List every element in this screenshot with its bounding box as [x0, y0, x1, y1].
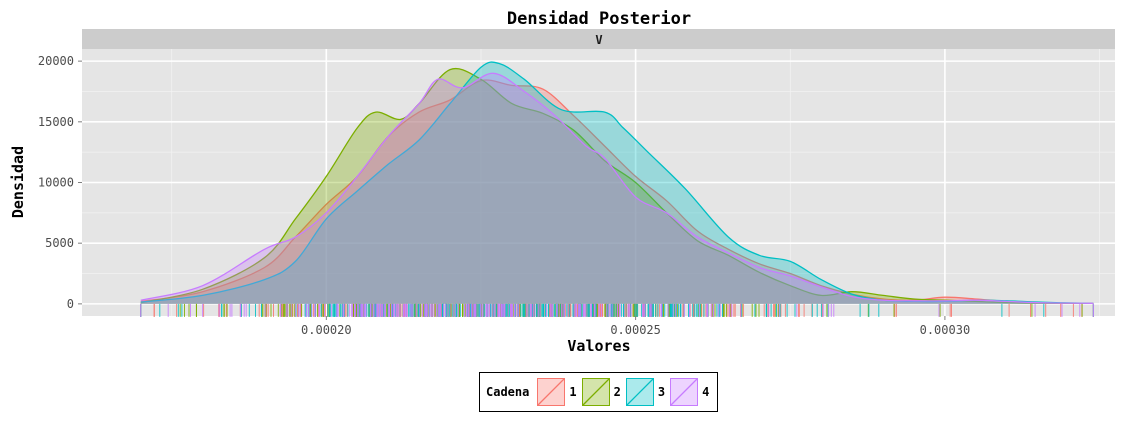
x-axis-title: Valores — [567, 337, 630, 355]
x-axis: 0.00020 0.00025 0.00030 — [301, 316, 970, 337]
density-area-4 — [140, 73, 1094, 304]
y-axis-title: Densidad — [9, 146, 27, 218]
legend-key-1 — [537, 378, 566, 406]
legend-key-4 — [670, 378, 699, 406]
facet-strip — [82, 29, 1115, 49]
legend-item-2: 2 — [581, 378, 623, 406]
legend-label-3: 3 — [657, 385, 666, 399]
legend-item-1: 1 — [537, 378, 578, 406]
legend-label-1: 1 — [569, 385, 577, 399]
density-line-1 — [140, 79, 1094, 305]
density-line-2 — [140, 67, 1094, 305]
legend-label-2: 2 — [613, 385, 621, 399]
x-tick-label: 0.00020 — [301, 323, 352, 337]
legend-item-4: 4 — [670, 378, 711, 406]
density-line-4 — [140, 72, 1094, 304]
density-area-1 — [140, 79, 1094, 304]
legend-items: 1 2 3 4 — [537, 378, 714, 406]
legend-key-3 — [625, 378, 654, 406]
y-tick-label: 0 — [67, 297, 74, 311]
legend: Cadena 1 2 3 4 — [479, 372, 718, 412]
y-tick-label: 20000 — [38, 54, 74, 68]
x-tick-label: 0.00025 — [610, 323, 661, 337]
x-tick-label: 0.00030 — [920, 323, 971, 337]
legend-title: Cadena — [486, 385, 530, 399]
y-tick-label: 5000 — [45, 236, 74, 250]
density-area-3 — [140, 62, 1094, 304]
density-areas — [140, 61, 1094, 305]
chart-title: Densidad Posterior — [507, 9, 691, 29]
legend-label-4: 4 — [702, 385, 710, 399]
grid-lines — [82, 49, 1115, 316]
facet-strip-label: V — [595, 33, 602, 47]
legend-key-2 — [581, 378, 610, 406]
y-axis: 0 5000 10000 15000 20000 — [38, 54, 82, 311]
rug-marks — [140, 303, 1094, 317]
y-tick-label: 15000 — [38, 115, 74, 129]
y-tick-label: 10000 — [38, 176, 74, 190]
density-area-2 — [140, 68, 1094, 304]
legend-item-3: 3 — [625, 378, 667, 406]
